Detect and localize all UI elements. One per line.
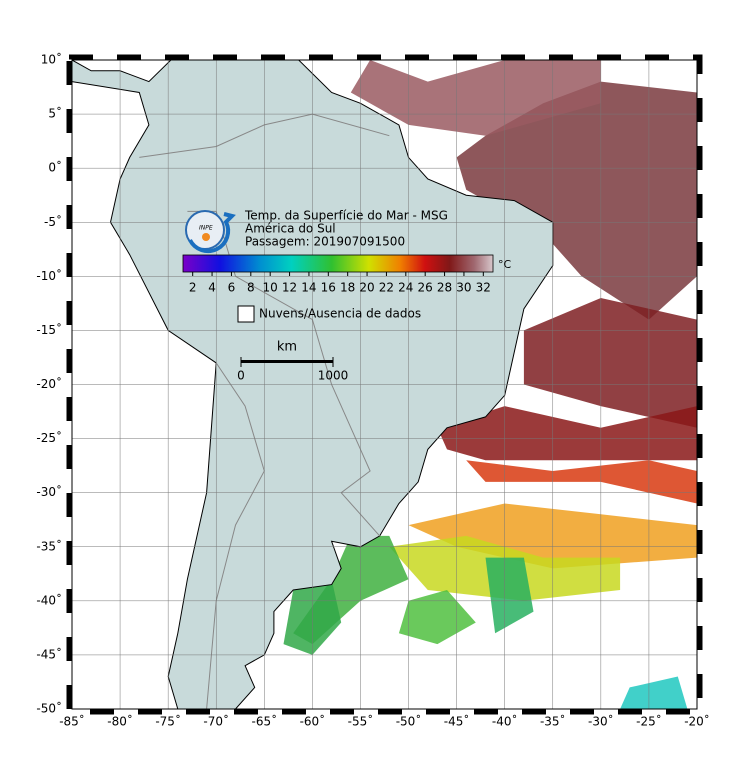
x-tick-label: -30˚ xyxy=(588,714,614,729)
map-area xyxy=(72,60,697,709)
x-tick-label: -85˚ xyxy=(59,714,85,729)
border xyxy=(206,362,265,709)
title: Temp. da Superfície do Mar - MSG xyxy=(244,209,448,223)
x-tick-label: -40˚ xyxy=(492,714,518,729)
sst-patch xyxy=(437,406,697,461)
colorbar-tick-label: 24 xyxy=(398,281,413,295)
colorbar-tick-label: 8 xyxy=(247,281,255,295)
y-tick-label: -50˚ xyxy=(36,701,62,716)
colorbar-tick-label: 4 xyxy=(208,281,216,295)
y-tick-label: -20˚ xyxy=(36,376,62,391)
colorbar-tick-label: 32 xyxy=(476,281,491,295)
y-tick-label: -40˚ xyxy=(36,592,62,607)
x-tick-label: -70˚ xyxy=(203,714,229,729)
colorbar-tick-label: 14 xyxy=(301,281,316,295)
x-tick-label: -65˚ xyxy=(252,714,278,729)
y-tick-label: -35˚ xyxy=(36,538,62,553)
sst-patch xyxy=(456,81,697,320)
colorbar-tick-label: 28 xyxy=(437,281,452,295)
x-tick-label: -20˚ xyxy=(684,714,710,729)
colorbar-tick-label: 22 xyxy=(379,281,394,295)
colorbar-tick-label: 18 xyxy=(340,281,355,295)
y-tick-label: -45˚ xyxy=(36,646,62,661)
scale-unit: km xyxy=(277,340,297,355)
sst-patch xyxy=(620,676,688,709)
logo-arrow xyxy=(188,212,236,254)
map-border xyxy=(66,54,703,715)
x-tick-label: -25˚ xyxy=(636,714,662,729)
scale-tick-label: 1000 xyxy=(318,369,349,383)
y-tick-label: -15˚ xyxy=(36,322,62,337)
colorbar-unit: °C xyxy=(498,258,512,271)
y-tick-label: 10˚ xyxy=(41,52,62,67)
map-frame xyxy=(71,59,698,710)
colorbar-tick-label: 2 xyxy=(189,281,197,295)
y-tick-label: 0˚ xyxy=(48,160,62,175)
title-block: INPE Temp. da Superfície do Mar - MSG Am… xyxy=(185,209,448,254)
legend-swatch xyxy=(237,305,255,323)
x-tick-label: -35˚ xyxy=(540,714,566,729)
sst-patch xyxy=(350,60,601,136)
colorbar-tick-label: 16 xyxy=(321,281,336,295)
x-tick-label: -80˚ xyxy=(107,714,133,729)
x-tick-label: -55˚ xyxy=(348,714,374,729)
y-tick-label: 5˚ xyxy=(48,106,62,121)
y-tick-label: -5˚ xyxy=(44,214,62,229)
y-tick-label: -25˚ xyxy=(36,430,62,445)
colorbar xyxy=(182,254,494,273)
colorbar-tick-label: 12 xyxy=(282,281,297,295)
x-tick-label: -60˚ xyxy=(300,714,326,729)
subtitle: América do Sul xyxy=(245,222,336,236)
logo-text: INPE xyxy=(199,225,213,232)
colorbar-tick-label: 6 xyxy=(228,281,236,295)
legend-label: Nuvens/Ausencia de dados xyxy=(259,307,421,321)
sst-patch xyxy=(485,557,534,634)
x-tick-label: -75˚ xyxy=(155,714,181,729)
x-tick-label: -45˚ xyxy=(444,714,470,729)
scale-bar xyxy=(241,360,333,363)
logo-dot xyxy=(202,233,210,241)
colorbar-tick-label: 30 xyxy=(456,281,471,295)
y-tick-label: -10˚ xyxy=(36,268,62,283)
y-tick-label: -30˚ xyxy=(36,484,62,499)
scale-tick-label: 0 xyxy=(237,369,245,383)
sst-patch xyxy=(398,590,476,645)
sst-patch xyxy=(523,298,697,428)
colorbar-tick-label: 20 xyxy=(359,281,374,295)
timestamp: Passagem: 201907091500 xyxy=(245,235,405,249)
colorbar-tick-label: 10 xyxy=(263,281,278,295)
x-tick-label: -50˚ xyxy=(396,714,422,729)
sst-patch xyxy=(466,460,697,504)
colorbar-tick-label: 26 xyxy=(418,281,433,295)
